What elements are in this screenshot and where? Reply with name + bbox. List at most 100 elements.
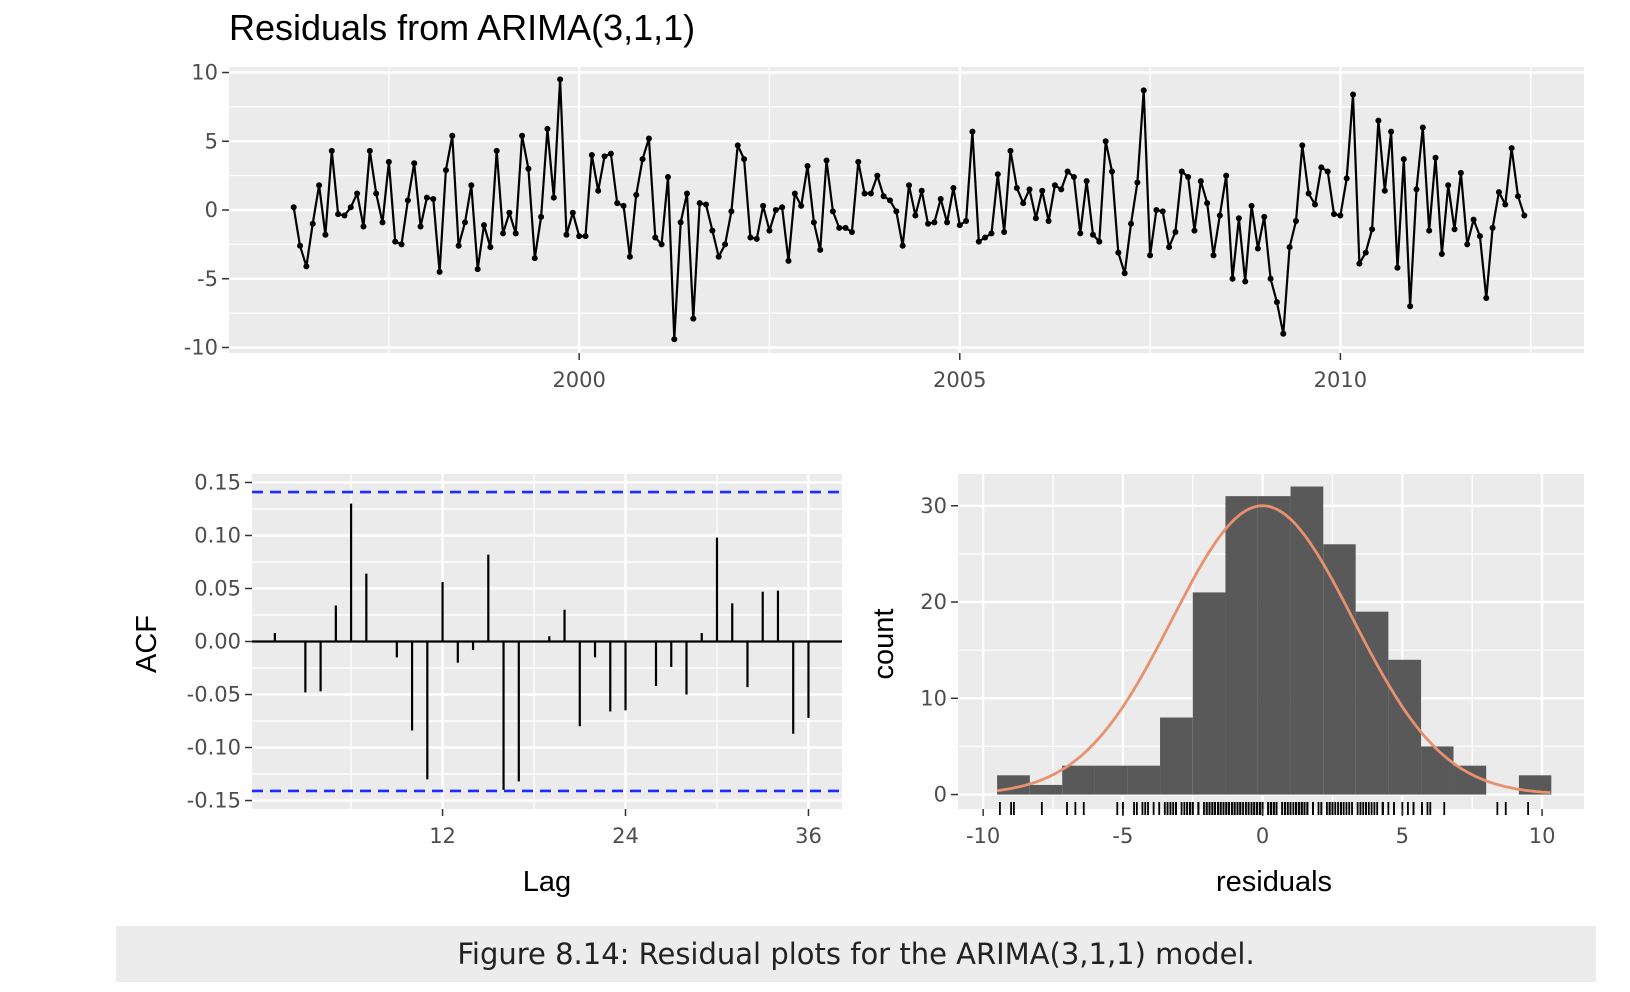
residual-point [1064,168,1071,175]
histogram-x-axis-label: residuals [1216,866,1332,898]
residuals-time-series-panel: -10 -5 0 5 10 2000 2005 2010 [184,61,1584,392]
residual-point [925,220,932,227]
residual-point [1311,201,1318,208]
acf-y-tick-label: 0.15 [194,470,241,494]
histogram-bar [1323,544,1356,795]
residual-point [1451,226,1458,233]
residual-point [1489,224,1496,231]
residual-point [468,182,475,189]
residual-point [950,185,957,191]
residual-point [1470,216,1477,223]
residual-point [956,222,963,229]
figure-caption: Figure 8.14: Residual plots for the ARIM… [116,926,1596,982]
residual-point [404,197,411,204]
residual-point [1039,187,1046,194]
residual-point [1292,218,1299,224]
residual-point [1419,124,1426,131]
residual-point [1464,241,1471,248]
residual-point [1337,212,1344,219]
residual-point [906,182,913,189]
residual-point [1369,226,1376,233]
residual-point [899,242,906,249]
residual-point [1483,295,1490,301]
residual-point [316,182,323,189]
residual-point [436,268,443,275]
acf-panel: -0.15 -0.10 -0.05 0.00 0.05 0.10 0.15 12 24 36 [187,470,842,848]
acf-x-tick-label: 24 [612,824,639,848]
residual-point [392,238,399,245]
residual-point [1032,215,1039,222]
residual-point [728,208,735,215]
residuals-y-tick-label: 0 [205,198,218,222]
residual-point [1216,212,1223,219]
residual-point [474,266,481,273]
residual-point [1020,200,1027,207]
histogram-x-tick-label: 10 [1529,824,1556,848]
residual-point [461,219,468,226]
residuals-plot-title: Residuals from ARIMA(3,1,1) [229,7,695,48]
residual-point [709,227,716,234]
residual-point [442,167,449,174]
residual-point [328,147,335,154]
residual-point [1432,154,1439,161]
residual-point [880,193,887,200]
residual-point [836,224,843,231]
residual-point [1400,156,1407,163]
histogram-bar [1257,496,1291,795]
residual-point [633,191,640,198]
residual-point [512,230,519,237]
residual-point [874,172,881,179]
residuals-y-tick-label: 10 [191,61,218,85]
residuals-y-tick-label: -10 [184,336,218,360]
residual-point [373,190,380,197]
residual-point [525,165,532,172]
residuals-y-tick-label: 5 [205,129,218,153]
residual-point [1362,249,1369,256]
residual-point [366,147,373,154]
residual-point [886,197,893,204]
residual-point [867,190,874,197]
residual-point [969,128,976,135]
residual-point [563,231,570,238]
residual-point [449,132,456,139]
residual-point [1147,252,1154,259]
residual-point [601,153,608,160]
residual-point [1204,200,1211,207]
residual-point [1077,230,1084,237]
residual-point [715,253,722,260]
histogram-x-tick-label: 5 [1396,824,1409,848]
residual-point [1331,211,1338,218]
residual-point [1514,193,1521,200]
residual-point [595,187,602,194]
residual-point [430,196,437,202]
residual-point [1508,145,1515,152]
histogram-panel: 0 10 20 30 -10 -5 0 5 10 [920,474,1584,848]
residual-point [639,156,646,163]
residual-point [1502,201,1509,208]
residual-point [354,190,361,197]
acf-y-tick-label: 0.00 [194,630,241,654]
residual-point [1045,218,1052,224]
residual-point [677,219,684,226]
histogram-y-axis-label: count [868,609,900,680]
residual-point [481,222,488,229]
residual-point [582,233,589,240]
residual-point [842,224,849,231]
residual-point [1299,142,1306,149]
histogram-y-tick-label: 20 [920,590,947,614]
residual-point [703,201,710,208]
residual-point [785,257,792,264]
residual-point [766,227,773,234]
figure-caption-text: Figure 8.14: Residual plots for the ARIM… [457,937,1255,971]
residual-point [360,223,367,230]
residual-point [671,336,678,343]
residual-point [690,315,697,322]
residual-point [341,212,348,219]
normal-density-curve [996,504,1551,795]
residual-point [1178,168,1185,175]
residual-point [588,152,595,158]
residual-point [1407,303,1414,310]
residual-point [1394,264,1401,271]
residual-point [1153,207,1160,213]
histogram-x-tick-label: 0 [1256,824,1269,848]
